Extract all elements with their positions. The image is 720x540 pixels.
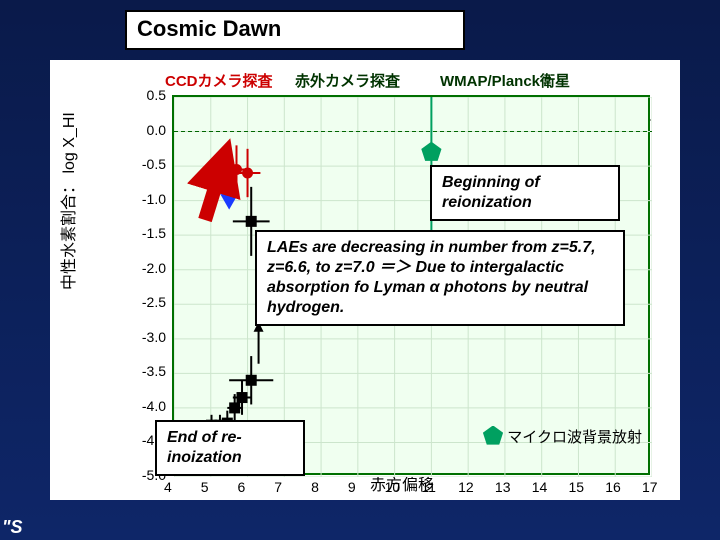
y-tick: -2.5	[116, 294, 166, 310]
x-tick: 15	[568, 479, 584, 495]
y-tick: -0.5	[116, 156, 166, 172]
y-tick: -3.0	[116, 329, 166, 345]
title-cosmic-dawn: Cosmic Dawn	[125, 10, 465, 50]
annot-laes: LAEs are decreasing in number from z=5.7…	[255, 230, 625, 326]
y-tick: 0.0	[116, 122, 166, 138]
y-tick: -2.0	[116, 260, 166, 276]
x-tick: 14	[532, 479, 548, 495]
y-tick: -1.0	[116, 191, 166, 207]
corner-legend: マイクロ波背景放射	[483, 426, 642, 450]
y-tick: -3.5	[116, 363, 166, 379]
x-tick: 9	[348, 479, 356, 495]
x-tick: 6	[238, 479, 246, 495]
footer-left-fragment: "S	[2, 517, 23, 538]
x-tick: 8	[311, 479, 319, 495]
legend-top-item: WMAP/Planck衛星	[440, 70, 570, 91]
x-tick: 12	[458, 479, 474, 495]
x-tick: 7	[274, 479, 282, 495]
x-tick: 13	[495, 479, 511, 495]
annot-beginning: Beginning of reionization	[430, 165, 620, 221]
y-tick: -4.0	[116, 398, 166, 414]
y-axis-label: 中性水素割合： log X_HI	[55, 112, 79, 290]
x-tick: 10	[385, 479, 401, 495]
corner-legend-label: マイクロ波背景放射	[507, 429, 642, 446]
x-tick: 16	[605, 479, 621, 495]
legend-top-item: CCDカメラ探査	[165, 70, 273, 91]
x-tick: 4	[164, 479, 172, 495]
y-tick: 0.5	[116, 87, 166, 103]
x-tick: 5	[201, 479, 209, 495]
x-tick: 11	[421, 479, 436, 495]
annot-end: End of re-inoization	[155, 420, 305, 476]
x-tick: 17	[642, 479, 658, 495]
y-tick: -1.5	[116, 225, 166, 241]
legend-top-item: 赤外カメラ探査	[295, 70, 400, 91]
